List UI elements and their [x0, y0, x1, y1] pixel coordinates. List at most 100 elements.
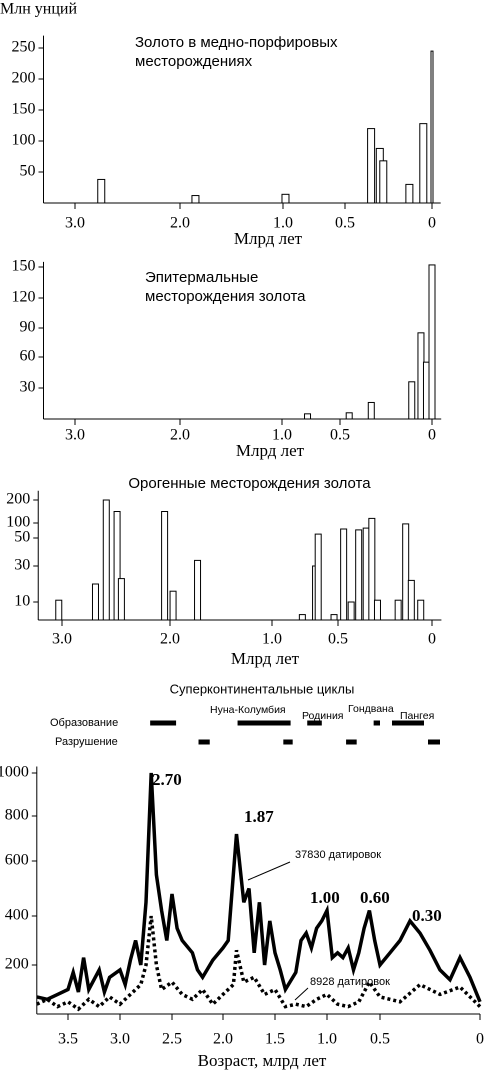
y-tick-label: 200 [12, 70, 36, 87]
period-bar [307, 720, 322, 726]
y-tick-label: 600 [5, 852, 29, 869]
y-tick-label: 50 [20, 163, 36, 180]
y-tick-label: 60 [20, 348, 36, 365]
y-tick-label: 150 [12, 101, 36, 118]
bar [281, 193, 290, 204]
bar [417, 599, 425, 621]
x-tick-label: 3.0 [65, 215, 85, 232]
bar [347, 601, 355, 621]
y-tick-label: 400 [5, 907, 29, 924]
x-tick-label: 0 [428, 215, 436, 232]
bar [379, 160, 388, 204]
y-tick-label: 30 [14, 557, 30, 574]
x-tick-label: 2.5 [162, 1031, 182, 1048]
x-tick-label: 0.5 [330, 427, 350, 444]
x-tick-label: 1.0 [273, 215, 293, 232]
chart-title: Золото в медно-порфировых месторождениях [135, 34, 338, 70]
row-label: Разрушение [55, 736, 118, 748]
bar [430, 50, 434, 204]
bar [368, 517, 376, 621]
series-line [36, 915, 482, 1012]
y-tick-label: 800 [5, 807, 29, 824]
x-tick-label: 2.0 [170, 427, 190, 444]
x-tick-label: 3.0 [52, 631, 72, 648]
bar [97, 178, 106, 204]
period-bar [373, 720, 380, 726]
y-tick-label: 200 [5, 956, 29, 973]
series-label: 37830 датировок [295, 849, 381, 861]
period-bar [392, 720, 424, 726]
leader-line [247, 861, 291, 881]
x-tick-label: 0.5 [370, 1031, 390, 1048]
bar [298, 614, 306, 621]
periods-title: Суперконтинентальные циклы [170, 681, 355, 696]
peak-label: 0.60 [360, 888, 390, 907]
x-axis-label: Млрд лет [234, 229, 303, 248]
series-label: 8928 датировок [310, 976, 390, 988]
bar [367, 401, 375, 420]
period-bar [428, 739, 440, 745]
y-tick-label: 10 [14, 593, 30, 610]
x-tick-label: 3.0 [65, 427, 85, 444]
x-axis-label: Млрд лет [236, 441, 305, 460]
x-axis-label: Возраст, млрд лет [198, 1051, 327, 1070]
bar [362, 527, 370, 621]
bar [191, 195, 200, 204]
bar [405, 183, 414, 204]
chart-title: Орогенные месторождения золота [128, 475, 371, 492]
y-tick-label: 100 [6, 514, 30, 531]
y-tick-label: 100 [12, 132, 36, 149]
x-tick-label: 0.5 [328, 631, 348, 648]
x-tick-label: 2.0 [160, 631, 180, 648]
period-bar [198, 739, 210, 745]
leader-line [294, 987, 309, 1001]
bar [340, 528, 348, 621]
chart-title: Эпитермальные месторождения золота [145, 269, 306, 305]
peak-label: 1.00 [310, 888, 340, 907]
x-tick-label: 0 [428, 427, 436, 444]
y-tick-label: 150 [12, 258, 36, 275]
bar [407, 579, 415, 621]
y-tick-label: 30 [20, 379, 36, 396]
bar [194, 559, 202, 621]
x-tick-label: 0 [476, 1031, 484, 1048]
bar [394, 599, 402, 621]
bar [314, 533, 322, 621]
bar [117, 578, 125, 621]
period-bar [150, 720, 177, 726]
bar [402, 523, 410, 621]
bar [330, 614, 338, 621]
bar [169, 590, 177, 621]
bar [113, 511, 121, 621]
period-name: Родиния [302, 710, 344, 722]
x-tick-label: 3.0 [110, 1031, 130, 1048]
bar [419, 123, 428, 204]
x-axis-label: Млрд лет [231, 649, 300, 668]
x-tick-label: 1.0 [272, 427, 292, 444]
period-bar [346, 739, 357, 745]
x-tick-label: 1.0 [317, 1031, 337, 1048]
bar [428, 264, 436, 420]
period-name: Нуна-Колумбия [210, 704, 286, 716]
row-label: Образование [50, 717, 118, 729]
x-tick-label: 2.0 [213, 1031, 233, 1048]
bar [55, 599, 63, 621]
y-axis-label: Млн унций [0, 1, 77, 18]
x-tick-label: 1.5 [265, 1031, 285, 1048]
x-tick-label: 3.5 [58, 1031, 78, 1048]
bar [304, 413, 312, 420]
period-bar [283, 739, 293, 745]
bar [373, 599, 381, 621]
bar [355, 529, 363, 621]
bar [102, 499, 110, 621]
y-tick-label: 50 [14, 529, 30, 546]
period-bar [237, 720, 291, 726]
bar [345, 412, 353, 420]
peak-label: 2.70 [152, 770, 182, 789]
period-name: Гондвана [348, 703, 394, 715]
y-tick-label: 200 [6, 491, 30, 508]
bar [408, 381, 416, 420]
bar [367, 128, 376, 204]
